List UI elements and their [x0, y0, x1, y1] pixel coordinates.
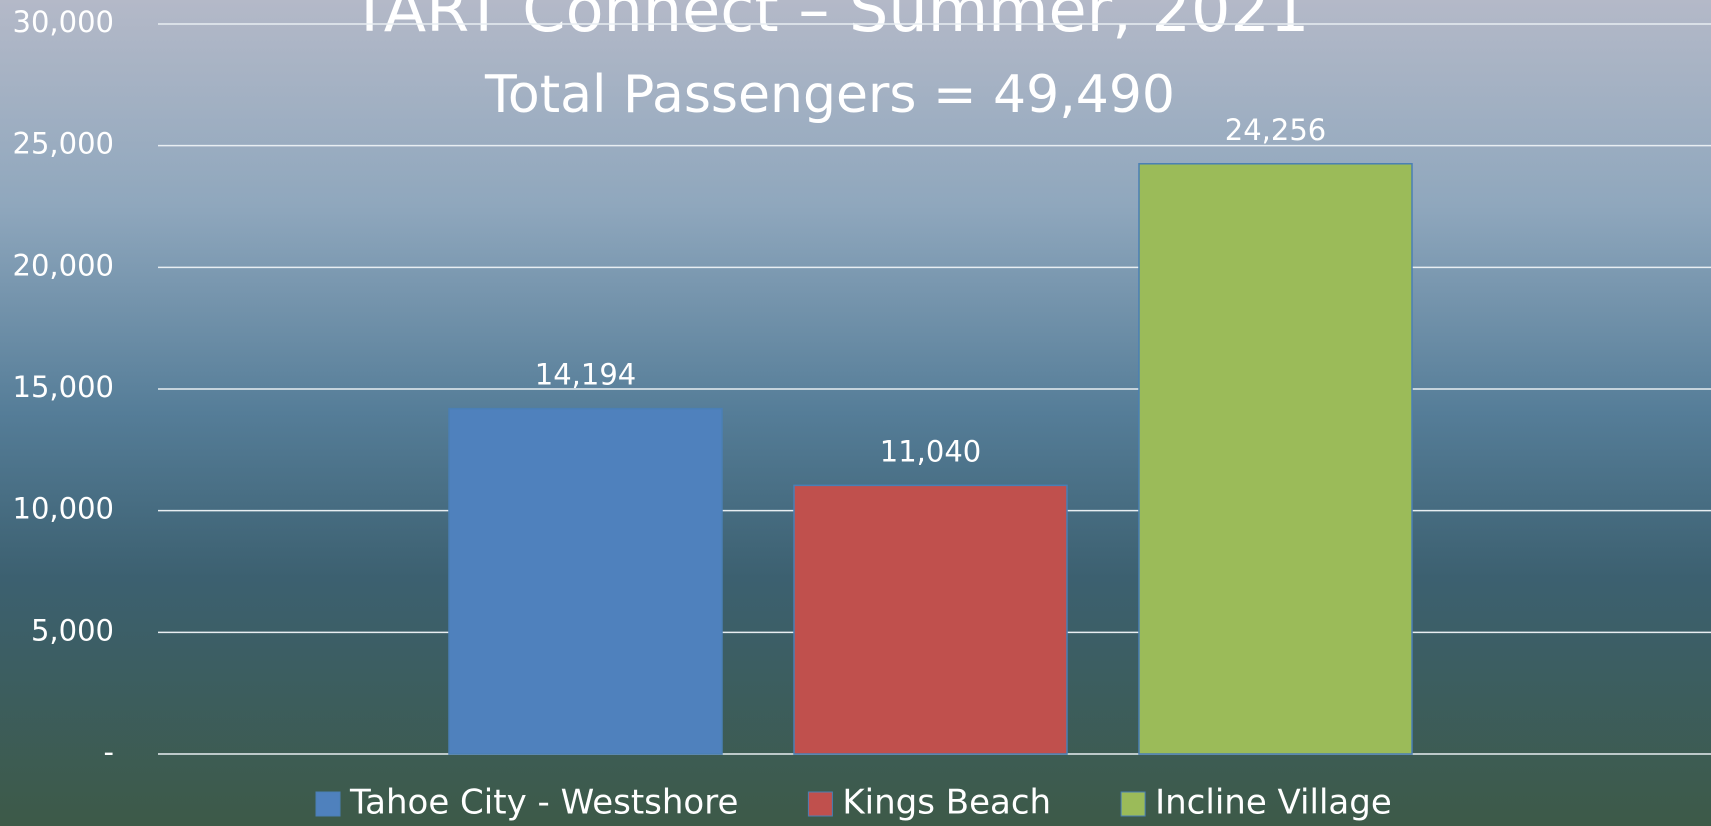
legend-swatch: [808, 792, 832, 816]
y-tick-label: 15,000: [13, 370, 114, 404]
y-tick-label: 10,000: [13, 492, 114, 526]
value-label: 24,256: [1225, 113, 1326, 147]
y-tick-label: -: [104, 735, 114, 769]
y-tick-label: 20,000: [13, 248, 114, 282]
legend-label: Kings Beach: [842, 783, 1051, 823]
value-label: 11,040: [880, 434, 981, 468]
legend-label: Tahoe City - Westshore: [349, 783, 738, 823]
y-tick-label: 25,000: [13, 127, 114, 161]
chart-subtitle: Total Passengers = 49,490: [484, 65, 1175, 125]
page: {"chart_data": { "type": "bar", "title":…: [0, 0, 1711, 826]
y-tick-label: 30,000: [13, 5, 114, 39]
value-label: 14,194: [535, 358, 636, 392]
bar: [794, 485, 1067, 754]
chart: TART Connect – Summer, 2021 Total Passen…: [0, 0, 1711, 826]
bar: [449, 409, 722, 754]
legend-swatch: [1121, 792, 1145, 816]
bar: [1139, 164, 1412, 754]
legend-swatch: [316, 792, 340, 816]
y-tick-label: 5,000: [31, 613, 114, 647]
chart-title: TART Connect – Summer, 2021: [350, 0, 1310, 46]
legend-label: Incline Village: [1155, 783, 1392, 823]
